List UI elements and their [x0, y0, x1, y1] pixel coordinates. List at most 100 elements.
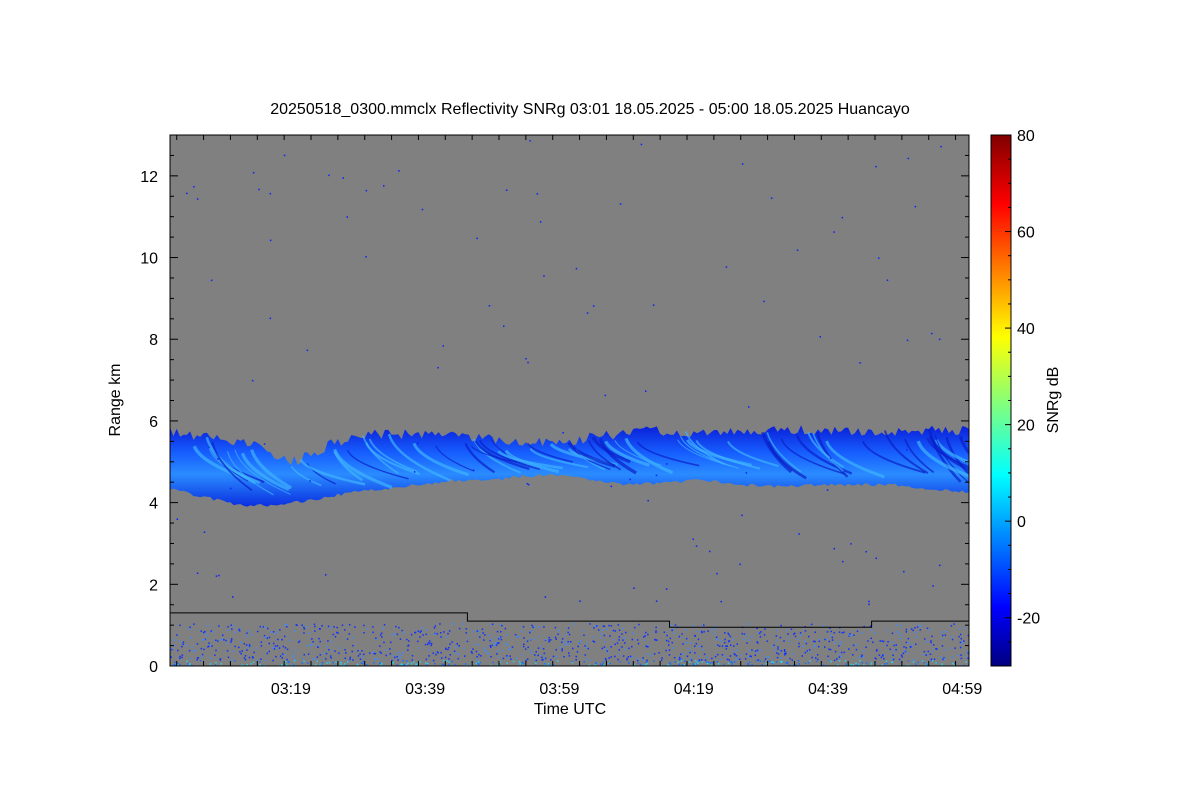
clutter-point: [479, 633, 481, 635]
clutter-point: [410, 662, 413, 665]
clutter-point: [594, 663, 597, 666]
clutter-point: [950, 625, 953, 627]
clutter-point: [605, 659, 607, 661]
clutter-point: [724, 632, 726, 634]
clutter-point: [561, 648, 563, 650]
clutter-point: [593, 641, 596, 643]
colorbar-tick-label: -20: [1017, 611, 1040, 628]
clutter-point: [793, 633, 795, 635]
clutter-point: [275, 655, 277, 658]
clutter-point: [430, 642, 433, 645]
y-axis: 0 2 4 6 8 10 12: [140, 134, 969, 676]
clutter-point: [745, 635, 747, 637]
clutter-point: [187, 663, 189, 665]
clutter-point: [655, 631, 657, 634]
clutter-point: [915, 636, 918, 638]
clutter-point: [899, 637, 902, 640]
clutter-point: [912, 661, 915, 663]
clutter-point: [701, 659, 703, 661]
clutter-point: [915, 663, 917, 665]
clutter-point: [943, 657, 945, 659]
clutter-point: [730, 644, 732, 646]
clutter-point: [436, 651, 439, 653]
clutter-point: [700, 630, 703, 633]
clutter-point: [783, 640, 785, 642]
clutter-point: [923, 654, 925, 656]
clutter-point: [522, 645, 525, 648]
clutter-point: [940, 656, 943, 658]
clutter-point: [760, 631, 762, 633]
clutter-point: [680, 660, 683, 662]
clutter-point: [589, 623, 591, 625]
clutter-point: [406, 660, 408, 662]
clutter-point: [277, 638, 279, 641]
clutter-point: [650, 654, 653, 657]
clutter-point: [926, 627, 929, 629]
clutter-point: [380, 632, 383, 634]
clutter-point: [852, 644, 855, 647]
clutter-point: [374, 652, 377, 655]
clutter-point: [568, 652, 570, 654]
clutter-point: [794, 635, 797, 638]
clutter-point: [439, 623, 441, 625]
clutter-point: [207, 635, 209, 637]
clutter-point: [943, 649, 946, 652]
clutter-point: [636, 639, 639, 641]
clutter-point: [668, 644, 670, 646]
chart-title: 20250518_0300.mmclx Reflectivity SNRg 03…: [270, 101, 910, 118]
clutter-point: [665, 639, 668, 642]
clutter-point: [274, 633, 276, 635]
clutter-point: [797, 638, 799, 640]
clutter-point: [485, 650, 488, 653]
clutter-point: [641, 659, 644, 661]
clutter-point: [454, 663, 457, 666]
clutter-point: [932, 650, 934, 652]
clutter-point: [498, 636, 501, 639]
clutter-point: [434, 625, 437, 627]
clutter-point: [900, 661, 903, 663]
clutter-point: [610, 656, 612, 658]
clutter-point: [695, 643, 698, 645]
fall-streak: [825, 440, 885, 479]
clutter-point: [539, 654, 542, 657]
clutter-point: [457, 657, 459, 660]
clutter-point: [479, 636, 481, 638]
speckle: [472, 469, 475, 471]
clutter-point: [432, 659, 435, 662]
clutter-point: [196, 659, 198, 661]
clutter-point: [951, 636, 953, 638]
speckle: [442, 345, 444, 347]
clutter-point: [592, 640, 594, 642]
clutter-point: [818, 638, 821, 641]
x-tick-label: 04:19: [674, 681, 714, 698]
clutter-point: [259, 625, 261, 628]
clutter-point: [259, 664, 261, 666]
clutter-point: [448, 663, 450, 666]
clutter-point: [477, 663, 480, 665]
clutter-point: [419, 661, 421, 663]
fall-streak: [766, 432, 802, 473]
clutter-point: [298, 640, 301, 642]
clutter-point: [567, 631, 569, 634]
y-tick-label: 4: [149, 496, 158, 513]
clutter-point: [678, 635, 681, 638]
clutter-point: [895, 644, 897, 646]
clutter-point: [911, 645, 913, 647]
speckle: [720, 600, 722, 603]
fall-streak: [240, 452, 290, 492]
clutter-point: [282, 653, 284, 655]
clutter-point: [795, 664, 797, 666]
clutter-point: [239, 628, 241, 630]
clutter-point: [203, 638, 206, 641]
clutter-point: [240, 652, 242, 655]
fall-streak: [226, 451, 274, 496]
clutter-point: [967, 634, 969, 637]
clutter-point: [247, 647, 249, 649]
speckle: [251, 379, 254, 382]
clutter-point: [701, 645, 703, 648]
clutter-point: [272, 631, 275, 633]
speckle: [346, 216, 348, 218]
clutter-point: [553, 664, 555, 666]
clutter-point: [489, 645, 491, 647]
clutter-point: [171, 647, 173, 650]
